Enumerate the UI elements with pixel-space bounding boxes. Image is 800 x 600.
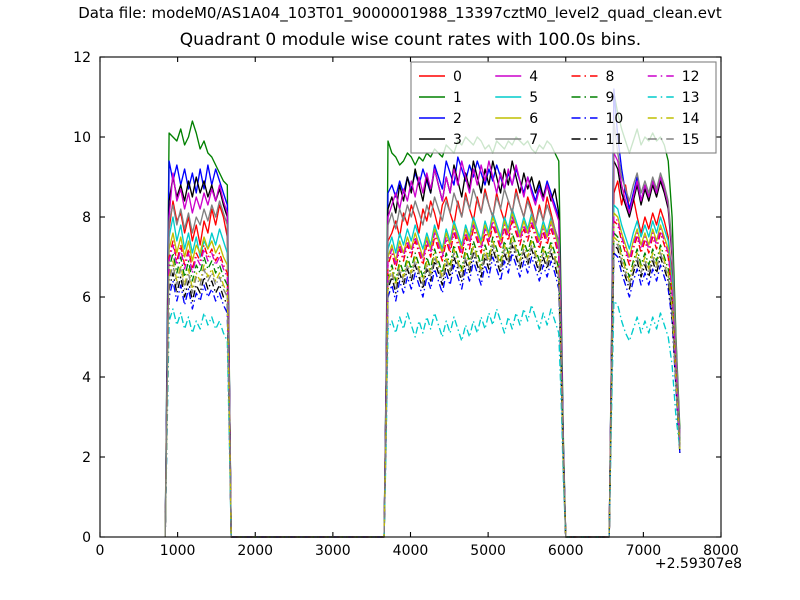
- legend-label-4: 4: [529, 69, 538, 85]
- series-line-11: [164, 244, 681, 538]
- series-line-2: [164, 88, 681, 538]
- legend-label-14: 14: [682, 111, 700, 127]
- series-line-8: [164, 220, 681, 538]
- y-tick-label: 8: [82, 210, 91, 226]
- legend-label-1: 1: [453, 90, 462, 106]
- series-line-5: [164, 204, 681, 538]
- series-line-13: [164, 300, 681, 538]
- x-tick-label: 3000: [315, 543, 351, 559]
- x-tick-label: 4000: [393, 543, 429, 559]
- y-tick-label: 2: [82, 450, 91, 466]
- series-line-9: [164, 232, 681, 538]
- series-line-12: [164, 216, 681, 538]
- series-line-1: [164, 92, 681, 538]
- legend-label-13: 13: [682, 90, 700, 106]
- legend-label-6: 6: [529, 111, 538, 127]
- y-tick-label: 12: [73, 50, 91, 66]
- legend-label-9: 9: [606, 90, 615, 106]
- x-tick-label: 2000: [237, 543, 273, 559]
- x-tick-label: 6000: [548, 543, 584, 559]
- legend-label-11: 11: [606, 132, 624, 148]
- legend-label-8: 8: [606, 69, 615, 85]
- x-axis-offset-text: +2.59307e8: [654, 556, 742, 572]
- y-tick-label: 10: [73, 130, 91, 146]
- series-line-15: [164, 240, 681, 538]
- y-tick-label: 4: [82, 370, 91, 386]
- legend-label-2: 2: [453, 111, 462, 127]
- legend-label-5: 5: [529, 90, 538, 106]
- y-tick-label: 6: [82, 290, 91, 306]
- series-line-7: [164, 120, 681, 538]
- figure-suptitle: Data file: modeM0/AS1A04_103T01_90000019…: [78, 4, 722, 22]
- x-tick-label: 7000: [626, 543, 662, 559]
- series-line-10: [164, 252, 681, 538]
- legend-label-12: 12: [682, 69, 700, 85]
- x-tick-label: 5000: [470, 543, 506, 559]
- legend-label-7: 7: [529, 132, 538, 148]
- legend-label-0: 0: [453, 69, 462, 85]
- x-tick-label: 0: [96, 543, 105, 559]
- series-line-3: [164, 160, 681, 538]
- x-tick-label: 1000: [160, 543, 196, 559]
- x-tick-label: 8000: [703, 543, 739, 559]
- legend-box: [410, 61, 717, 154]
- y-tick-label: 0: [82, 530, 91, 546]
- series-line-6: [164, 212, 681, 538]
- axes-title: Quadrant 0 module wise count rates with …: [179, 30, 642, 50]
- legend-label-10: 10: [606, 111, 624, 127]
- series-line-4: [164, 152, 681, 538]
- data-series-group: [164, 88, 681, 538]
- legend-label-3: 3: [453, 132, 462, 148]
- axis-tick-labels: 0 1000 2000 3000 4000 5000 6000 7000 80000246810…: [73, 50, 739, 559]
- legend-label-15: 15: [682, 132, 700, 148]
- series-line-14: [164, 236, 681, 538]
- series-line-0: [164, 180, 681, 538]
- axes-frame: [99, 56, 722, 538]
